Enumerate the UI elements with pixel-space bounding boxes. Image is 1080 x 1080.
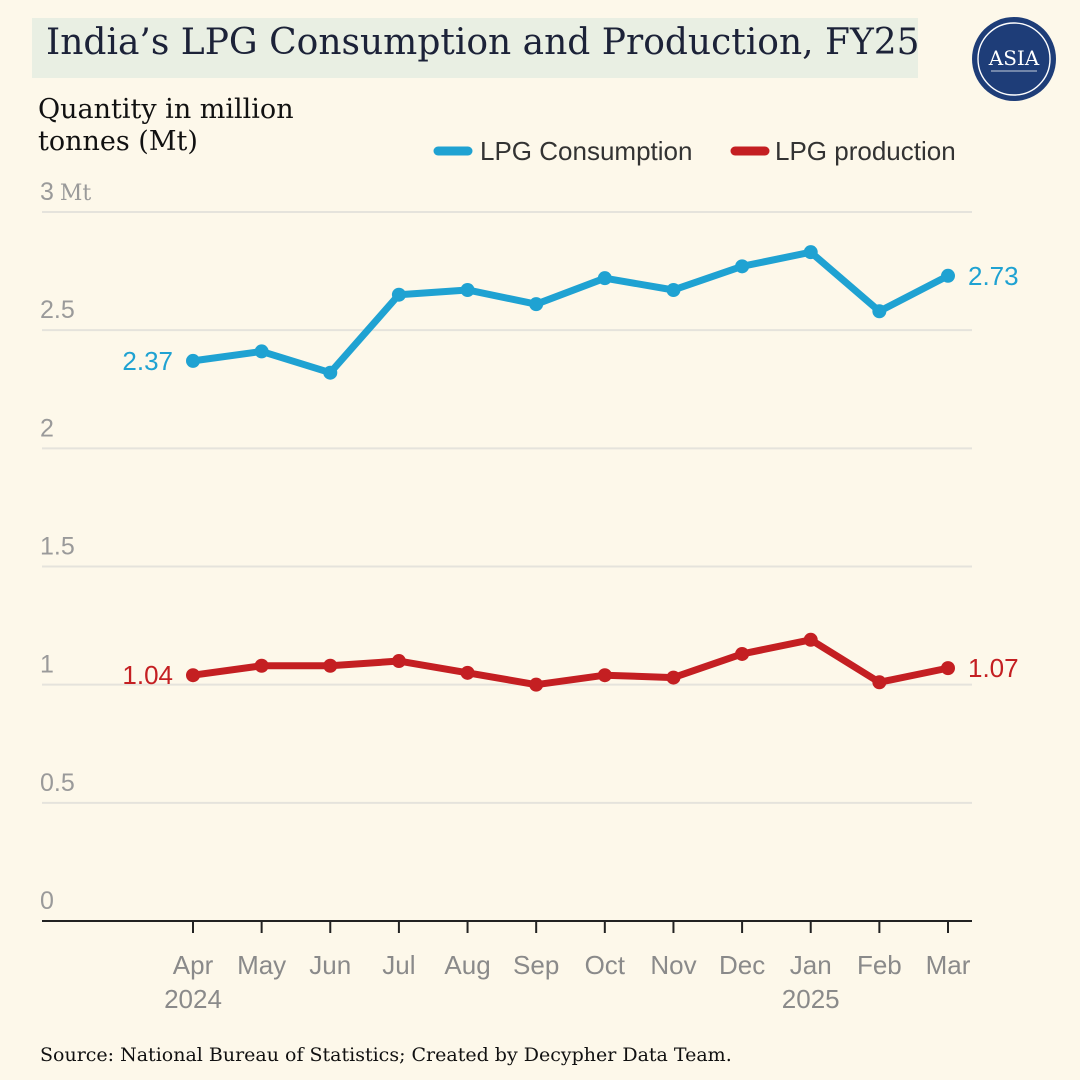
- legend: LPG Consumption LPG production: [433, 136, 956, 166]
- logo-text: ASIA: [988, 46, 1040, 70]
- data-point: [391, 287, 406, 302]
- data-point: [597, 271, 612, 286]
- series-line-1: [189, 636, 952, 689]
- data-point: [597, 668, 612, 683]
- legend-label: LPG Consumption: [480, 136, 692, 166]
- y-unit-label: Mt: [60, 181, 92, 206]
- x-tick-label: Jan: [790, 950, 832, 980]
- x-tick-label: Feb: [857, 950, 902, 980]
- data-point: [735, 259, 750, 274]
- y-tick-label: 3 Mt: [40, 178, 91, 206]
- series: [186, 245, 955, 692]
- series-start-label: 2.37: [122, 346, 173, 376]
- data-point: [803, 245, 818, 260]
- data-point: [186, 353, 200, 368]
- data-point: [666, 282, 681, 297]
- x-tick-label: Sep: [513, 950, 559, 980]
- legend-label: LPG production: [775, 136, 956, 166]
- y-tick-label: 1: [40, 651, 54, 679]
- labels: 0 0.5 1 1.5 2 2.5 3 Mt Apr May Jun Jul Aug Sep Oct Nov D…: [40, 178, 1019, 1014]
- y-tick-label: 0: [40, 887, 54, 915]
- chart-title: India’s LPG Consumption and Production, …: [46, 22, 920, 63]
- data-point: [529, 677, 544, 692]
- data-point: [460, 282, 475, 297]
- data-point: [186, 668, 200, 683]
- x-tick-label: Dec: [719, 950, 765, 980]
- grid-lines: [42, 211, 972, 804]
- unit-label-line1: Quantity in million: [38, 94, 294, 125]
- line-chart: 0 0.5 1 1.5 2 2.5 3 Mt Apr May Jun Jul Aug Sep Oct Nov D…: [40, 136, 1019, 1014]
- unit-label-line2: tonnes (Mt): [38, 126, 198, 157]
- y-tick-label: 2.5: [40, 296, 75, 324]
- series-start-label: 1.04: [122, 660, 173, 690]
- x-tick-label: May: [237, 950, 286, 980]
- series-line-0: [189, 248, 952, 377]
- source-note: Source: National Bureau of Statistics; C…: [40, 1044, 732, 1066]
- x-tick-label: Mar: [926, 950, 971, 980]
- y-tick-label: 1.5: [40, 533, 75, 561]
- axes: [42, 920, 972, 933]
- title-background: [32, 18, 918, 78]
- data-point: [254, 344, 269, 359]
- x-tick-label: Aug: [444, 950, 490, 980]
- x-tick-label: Jul: [382, 950, 415, 980]
- x-tick-label: Apr: [173, 950, 214, 980]
- y-axis-unit-label: Quantity in million tonnes (Mt): [38, 94, 338, 158]
- data-point: [323, 658, 338, 673]
- x-year-label: 2025: [782, 984, 840, 1014]
- y-tick-label: 2: [40, 414, 54, 442]
- y-tick-label: 0.5: [40, 769, 75, 797]
- asia-logo-icon: ASIA: [972, 17, 1056, 101]
- x-tick-label: Jun: [309, 950, 351, 980]
- data-point: [529, 297, 544, 312]
- data-point: [254, 658, 269, 673]
- data-point: [666, 670, 681, 685]
- data-point: [735, 646, 750, 661]
- x-tick-label: Oct: [585, 950, 626, 980]
- x-year-label: 2024: [164, 984, 222, 1014]
- data-point: [323, 365, 338, 380]
- data-point: [941, 661, 955, 676]
- data-point: [460, 665, 475, 680]
- data-point: [391, 654, 406, 669]
- data-point: [872, 304, 887, 319]
- series-end-label: 2.73: [968, 261, 1019, 291]
- data-point: [872, 675, 887, 690]
- data-point: [941, 268, 955, 283]
- x-tick-label: Nov: [650, 950, 696, 980]
- series-end-label: 1.07: [968, 653, 1019, 683]
- data-point: [803, 632, 818, 647]
